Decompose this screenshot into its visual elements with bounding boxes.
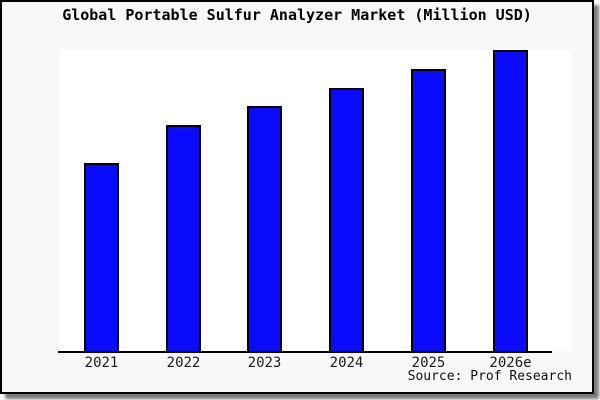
source-credit: Source: Prof Research (407, 369, 572, 384)
plot-area (60, 50, 571, 351)
bar-2022 (166, 125, 201, 351)
x-tick-2024: 2024 (329, 355, 364, 371)
bar-2026e (493, 50, 528, 351)
x-tick-2025: 2025 (411, 355, 446, 371)
chart-title: Global Portable Sulfur Analyzer Market (… (62, 6, 532, 24)
bar-2021 (84, 163, 119, 351)
chart-figure: Global Portable Sulfur Analyzer Market (… (0, 0, 594, 394)
x-tick-2022: 2022 (166, 355, 201, 371)
x-tick-2021: 2021 (84, 355, 119, 371)
bar-2024 (329, 88, 364, 351)
x-tick-2023: 2023 (247, 355, 282, 371)
x-axis-line (58, 351, 552, 353)
x-axis-labels: 2021 2022 2023 2024 2025 2026e (2, 355, 592, 371)
bar-2025 (411, 69, 446, 351)
bar-2023 (247, 106, 282, 351)
x-tick-2026e: 2026e (489, 355, 532, 371)
